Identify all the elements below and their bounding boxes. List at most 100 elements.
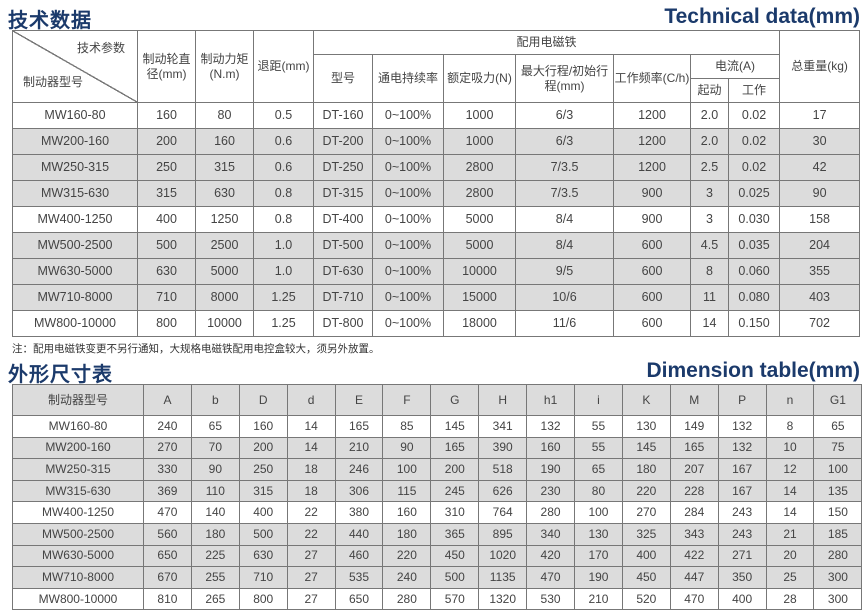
value-cell: 204 — [779, 232, 861, 259]
column-header: K — [621, 384, 671, 416]
value-cell: 132 — [526, 415, 576, 438]
value-cell: 1.0 — [253, 258, 314, 285]
model-cell: MW800-10000 — [12, 587, 144, 610]
value-cell: 0.8 — [253, 180, 314, 207]
value-cell: 0.060 — [727, 258, 781, 285]
header-force: 额定吸力(N) — [443, 54, 516, 103]
value-cell: 0.030 — [727, 206, 781, 233]
value-cell: 2.0 — [690, 102, 729, 129]
value-cell: 500 — [430, 566, 480, 589]
model-cell: MW630-5000 — [12, 544, 144, 568]
value-cell: 600 — [613, 232, 691, 259]
value-cell: 600 — [613, 258, 691, 285]
value-cell: 341 — [478, 415, 528, 438]
value-cell: 25 — [765, 566, 815, 589]
value-cell: 100 — [574, 501, 623, 524]
dim-title-cn: 外形尺寸表 — [8, 362, 113, 386]
model-cell: MW160-80 — [12, 415, 144, 438]
value-cell: 764 — [478, 501, 528, 524]
value-cell: 1200 — [613, 128, 691, 155]
column-header: h1 — [526, 384, 576, 416]
value-cell: 800 — [137, 310, 196, 337]
value-cell: 130 — [574, 522, 623, 546]
column-header: H — [478, 384, 528, 416]
column-header: G — [430, 384, 480, 416]
value-cell: 6/3 — [515, 102, 614, 129]
header-wheel-dia: 制动轮直径(mm) — [137, 30, 196, 103]
value-cell: 167 — [717, 479, 767, 503]
value-cell: DT-800 — [313, 310, 373, 337]
value-cell: 250 — [137, 154, 196, 181]
value-cell: 75 — [813, 436, 863, 460]
value-cell: 400 — [621, 544, 671, 568]
value-cell: 895 — [478, 522, 528, 546]
value-cell: 8/4 — [515, 232, 614, 259]
value-cell: 380 — [334, 501, 384, 524]
value-cell: 400 — [238, 501, 288, 524]
value-cell: 0.080 — [727, 284, 781, 311]
value-cell: 0~100% — [372, 154, 444, 181]
value-cell: 306 — [334, 479, 384, 503]
value-cell: 80 — [574, 479, 623, 503]
model-cell: MW400-1250 — [12, 206, 138, 233]
value-cell: 369 — [143, 479, 192, 503]
value-cell: 403 — [779, 284, 861, 311]
value-cell: 42 — [779, 154, 861, 181]
header-current-start: 起动 — [690, 78, 729, 103]
value-cell: 630 — [238, 544, 288, 568]
value-cell: 400 — [137, 206, 196, 233]
value-cell: DT-250 — [313, 154, 373, 181]
value-cell: 165 — [669, 436, 719, 460]
value-cell: 0~100% — [372, 284, 444, 311]
value-cell: 8 — [690, 258, 729, 285]
value-cell: 10 — [765, 436, 815, 460]
value-cell: 65 — [813, 415, 863, 438]
value-cell: 55 — [574, 415, 623, 438]
value-cell: 1020 — [478, 544, 528, 568]
value-cell: 343 — [669, 522, 719, 546]
value-cell: 3 — [690, 180, 729, 207]
value-cell: 280 — [813, 544, 863, 568]
value-cell: 0.8 — [253, 206, 314, 233]
value-cell: 100 — [382, 458, 432, 481]
header-model: 制动器型号 — [23, 75, 84, 89]
model-cell: MW200-160 — [12, 436, 144, 460]
value-cell: 165 — [430, 436, 480, 460]
value-cell: DT-500 — [313, 232, 373, 259]
value-cell: 160 — [238, 415, 288, 438]
value-cell: 165 — [334, 415, 384, 438]
value-cell: 18000 — [443, 310, 516, 337]
value-cell: 220 — [382, 544, 432, 568]
value-cell: 65 — [574, 458, 623, 481]
value-cell: 1320 — [478, 587, 528, 610]
value-cell: 14 — [765, 501, 815, 524]
value-cell: 650 — [334, 587, 384, 610]
column-header: A — [143, 384, 192, 416]
value-cell: 27 — [286, 587, 336, 610]
value-cell: 22 — [286, 501, 336, 524]
value-cell: 630 — [195, 180, 254, 207]
tech-title-en: Technical data(mm) — [664, 5, 860, 28]
value-cell: 20 — [765, 544, 815, 568]
value-cell: 145 — [430, 415, 480, 438]
value-cell: 22 — [286, 522, 336, 546]
value-cell: 270 — [143, 436, 192, 460]
value-cell: 228 — [669, 479, 719, 503]
value-cell: 180 — [382, 522, 432, 546]
value-cell: DT-400 — [313, 206, 373, 233]
value-cell: 149 — [669, 415, 719, 438]
table-row: MW400-1250 470 140 400 22 380 160 310 764 280 100 2… — [12, 501, 863, 524]
value-cell: 271 — [717, 544, 767, 568]
value-cell: 200 — [137, 128, 196, 155]
column-header: n — [765, 384, 815, 416]
model-cell: MW500-2500 — [12, 522, 144, 546]
value-cell: 167 — [717, 458, 767, 481]
header-magnet-group: 配用电磁铁 — [312, 30, 781, 55]
value-cell: 243 — [717, 501, 767, 524]
value-cell: 0~100% — [372, 128, 444, 155]
value-cell: 255 — [190, 566, 240, 589]
value-cell: 280 — [526, 501, 576, 524]
value-cell: 15000 — [443, 284, 516, 311]
value-cell: 8000 — [195, 284, 254, 311]
value-cell: 14 — [286, 436, 336, 460]
